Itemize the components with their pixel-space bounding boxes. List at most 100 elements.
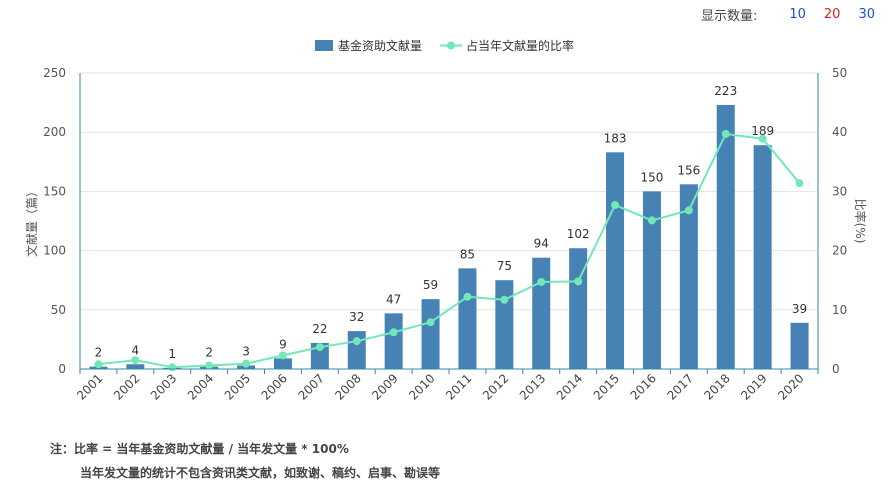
bar-value-label: 1 [168,347,176,361]
bar [458,268,477,369]
footnote: 注：比率 = 当年基金资助文献量 / 当年发文量 * 100% 当年发文量的统计… [50,437,440,485]
x-tick-label: 2018 [701,371,732,402]
bar-value-label: 2 [205,346,213,360]
x-tick-label: 2013 [517,371,548,402]
x-tick-label: 2008 [332,371,363,402]
right-tick-label: 40 [832,125,847,139]
ratio-point [426,318,435,327]
bar-value-label: 4 [132,343,140,357]
legend: 基金资助文献量 占当年文献量的比率 [315,38,574,53]
right-axis: 0 10 20 30 40 50 [817,66,847,376]
bar-value-label: 47 [386,292,401,306]
x-tick-label: 2020 [775,371,806,402]
ratio-point [537,277,546,286]
bar-value-label: 59 [423,278,438,292]
bar-value-label: 183 [604,131,627,145]
x-tick-label: 2006 [259,371,290,402]
left-tick-label: 0 [58,362,66,376]
bar [679,184,698,369]
bar-value-label: 85 [460,247,475,261]
x-tick-label: 2012 [480,371,511,402]
bar-value-label: 94 [534,237,549,251]
bar [606,152,625,369]
bar-value-label: 102 [567,227,590,241]
left-tick-label: 100 [43,244,66,258]
bar [716,104,735,369]
bar-value-label: 75 [497,259,512,273]
ratio-point [168,363,177,372]
bar-value-label: 156 [677,163,700,177]
bar [421,299,440,369]
x-tick-label: 2009 [369,371,400,402]
x-tick-label: 2011 [443,371,474,402]
legend-line-marker [447,41,455,50]
ratio-point [574,277,583,286]
bar [532,257,551,369]
x-tick-label: 2003 [148,371,179,402]
x-tick-label: 2010 [406,371,437,402]
x-tick-label: 2016 [628,371,659,402]
footnote-line-1: 注：比率 = 当年基金资助文献量 / 当年发文量 * 100% [50,442,349,456]
bar [495,280,514,369]
ratio-point [647,216,656,225]
ratio-point [352,337,361,346]
right-tick-label: 20 [832,244,847,258]
footnote-line-2: 当年发文量的统计不包含资讯类文献，如致谢、稿约、启事、勘误等 [80,466,441,480]
left-tick-label: 150 [43,184,66,198]
left-axis-title: 文献量（篇） [24,185,39,257]
display-count-selector: 显示数量: 10 20 30 [701,5,875,24]
ratio-point [278,351,287,360]
x-tick-label: 2005 [222,371,253,402]
x-tick-label: 2014 [554,371,585,402]
ratio-point [131,356,140,365]
display-count-option-30[interactable]: 30 [858,7,875,22]
right-tick-label: 10 [832,303,847,317]
bar [347,331,366,369]
bar [310,342,329,369]
ratio-point [758,134,767,143]
bar [642,191,661,369]
bar-value-label: 22 [312,322,327,336]
bar-value-label: 3 [242,344,250,358]
bar-series [89,104,809,369]
legend-bar-swatch [315,40,333,51]
bar-value-label: 39 [792,302,807,316]
bar [384,313,403,369]
right-tick-label: 30 [832,184,847,198]
ratio-point [721,129,730,138]
x-tick-label: 2001 [74,371,105,402]
bar [273,358,292,369]
ratio-point [94,360,103,369]
x-axis: 2001 2002 2003 2004 2005 2006 2007 2008 2009 2010… [74,368,819,403]
right-tick-label: 0 [832,362,840,376]
x-tick-label: 2002 [111,371,142,402]
left-tick-label: 250 [43,66,66,80]
ratio-point [684,206,693,215]
ratio-point [463,292,472,301]
x-tick-label: 2019 [738,371,769,402]
ratio-point [795,179,804,188]
right-tick-label: 50 [832,66,847,80]
bar [569,248,588,369]
x-tick-label: 2015 [591,371,622,402]
display-count-option-20[interactable]: 20 [823,7,841,22]
left-axis: 0 50 100 150 200 250 [43,66,81,376]
display-count-option-10[interactable]: 10 [789,7,806,22]
bar-value-label: 189 [751,124,774,138]
bar-value-label: 2 [95,346,103,360]
ratio-point [611,201,620,210]
ratio-point [205,361,214,370]
legend-line-label[interactable]: 占当年文献量的比率 [466,38,574,53]
bar-value-label: 223 [714,84,737,98]
x-tick-label: 2004 [185,371,216,402]
bar-value-label: 9 [279,337,287,351]
legend-bar-label[interactable]: 基金资助文献量 [338,38,422,53]
left-tick-label: 200 [43,125,66,139]
ratio-line [98,132,801,369]
bar-value-label: 32 [349,310,364,324]
line-series [94,129,804,372]
bar [790,322,809,369]
ratio-point [500,295,509,304]
